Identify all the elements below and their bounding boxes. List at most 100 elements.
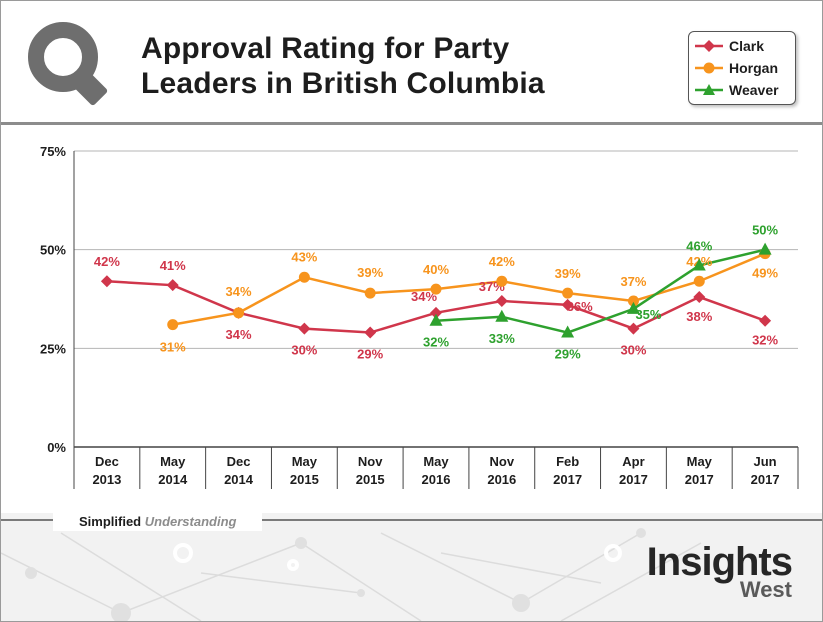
x-tick-label: Dec xyxy=(227,454,251,469)
point-clark xyxy=(627,322,640,335)
point-horgan xyxy=(167,319,179,331)
point-horgan xyxy=(562,287,574,299)
data-label-clark: 38% xyxy=(686,309,712,324)
x-tick-label: Nov xyxy=(490,454,515,469)
data-label-clark: 42% xyxy=(94,254,120,269)
series-line-horgan xyxy=(172,252,766,326)
circle-marker-icon xyxy=(695,62,723,74)
x-tick-label: May xyxy=(160,454,186,469)
data-label-weaver: 46% xyxy=(686,238,712,253)
x-tick-label: Dec xyxy=(95,454,119,469)
data-label-clark: 36% xyxy=(567,299,593,314)
series-line-weaver xyxy=(435,248,766,334)
data-label-horgan: 37% xyxy=(620,274,646,289)
data-label-horgan: 49% xyxy=(752,266,778,281)
x-tick-label: 2015 xyxy=(356,472,385,487)
data-label-weaver: 35% xyxy=(635,307,661,322)
data-label-horgan: 39% xyxy=(357,265,383,280)
data-label-horgan: 43% xyxy=(291,249,317,264)
point-weaver xyxy=(429,313,443,326)
point-weaver xyxy=(495,309,509,322)
x-tick-label: 2015 xyxy=(290,472,319,487)
x-tick-label: 2016 xyxy=(487,472,516,487)
data-label-clark: 41% xyxy=(160,258,186,273)
legend: Clark Horgan Weaver xyxy=(688,31,796,105)
data-label-clark: 34% xyxy=(226,327,252,342)
y-tick-label: 50% xyxy=(40,243,66,258)
point-weaver xyxy=(692,258,706,271)
x-tick-label: 2013 xyxy=(92,472,121,487)
tagline: Simplified Understanding xyxy=(53,513,263,531)
tagline-bold: Simplified xyxy=(79,514,142,529)
legend-item-horgan: Horgan xyxy=(695,58,793,78)
x-tick-label: Nov xyxy=(358,454,383,469)
point-horgan xyxy=(430,283,442,295)
data-label-clark: 34% xyxy=(411,289,437,304)
data-label-horgan: 40% xyxy=(423,262,449,277)
point-clark xyxy=(166,279,179,292)
x-tick-label: 2017 xyxy=(553,472,582,487)
brand-logo: Insights West xyxy=(646,540,793,601)
triangle-marker-icon xyxy=(695,84,723,95)
data-label-weaver: 32% xyxy=(423,335,449,350)
magnifier-logo-icon xyxy=(28,22,108,106)
data-label-weaver: 29% xyxy=(555,347,581,362)
data-label-clark: 30% xyxy=(291,343,317,358)
legend-label: Horgan xyxy=(729,60,778,76)
data-label-clark: 32% xyxy=(752,333,778,348)
point-clark xyxy=(693,291,706,304)
point-clark xyxy=(495,294,508,307)
point-clark xyxy=(759,314,772,327)
legend-label: Weaver xyxy=(729,82,779,98)
data-label-horgan: 39% xyxy=(555,266,581,281)
point-horgan xyxy=(233,307,245,319)
data-label-weaver: 33% xyxy=(489,331,515,346)
brand-name: Insights xyxy=(646,540,793,584)
point-weaver xyxy=(561,325,575,338)
point-weaver xyxy=(758,242,772,255)
y-tick-label: 75% xyxy=(40,144,66,159)
data-label-horgan: 31% xyxy=(160,340,186,355)
legend-item-weaver: Weaver xyxy=(695,80,793,100)
x-tick-label: 2017 xyxy=(685,472,714,487)
line-chart: 0% 25% 50% 75% Dec 2013 May 2014 Dec 2014 May 2015 N… xyxy=(40,144,799,489)
title-line-2: Leaders in British Columbia xyxy=(141,67,545,100)
tagline-italic: Understanding xyxy=(144,514,237,529)
diamond-marker-icon xyxy=(695,40,723,52)
x-tick-label: 2014 xyxy=(224,472,254,487)
point-clark xyxy=(298,322,311,335)
legend-label: Clark xyxy=(729,38,765,54)
footer: Simplified Understanding Insights West xyxy=(1,513,822,621)
data-label-horgan: 42% xyxy=(489,254,515,269)
title-line-1: Approval Rating for Party xyxy=(141,32,510,65)
footer-divider xyxy=(1,519,822,521)
x-tick-label: Jun xyxy=(754,454,777,469)
header-divider xyxy=(1,122,822,125)
x-tick-label: Feb xyxy=(556,454,579,469)
x-tick-label: 2014 xyxy=(158,472,188,487)
x-tick-label: 2016 xyxy=(422,472,451,487)
point-clark xyxy=(561,298,574,311)
x-tick-label: May xyxy=(292,454,318,469)
point-horgan xyxy=(627,295,639,307)
legend-item-clark: Clark xyxy=(695,36,793,56)
point-horgan xyxy=(364,287,376,299)
data-label-clark: 30% xyxy=(620,343,646,358)
data-label-weaver: 50% xyxy=(752,223,778,238)
header: Approval Rating for Party Leaders in Bri… xyxy=(1,1,822,123)
y-tick-label: 0% xyxy=(47,440,66,455)
point-clark xyxy=(364,326,377,339)
x-tick-label: Apr xyxy=(622,454,644,469)
point-clark xyxy=(100,275,113,288)
data-label-clark: 29% xyxy=(357,347,383,362)
x-tick-label: 2017 xyxy=(751,472,780,487)
network-background-icon xyxy=(1,528,702,621)
data-label-horgan: 34% xyxy=(226,284,252,299)
point-clark xyxy=(430,306,442,319)
point-weaver xyxy=(626,301,640,314)
y-tick-label: 25% xyxy=(40,341,66,356)
page-title: Approval Rating for Party Leaders in Bri… xyxy=(141,31,545,101)
point-horgan xyxy=(298,271,310,283)
point-horgan xyxy=(693,275,705,287)
